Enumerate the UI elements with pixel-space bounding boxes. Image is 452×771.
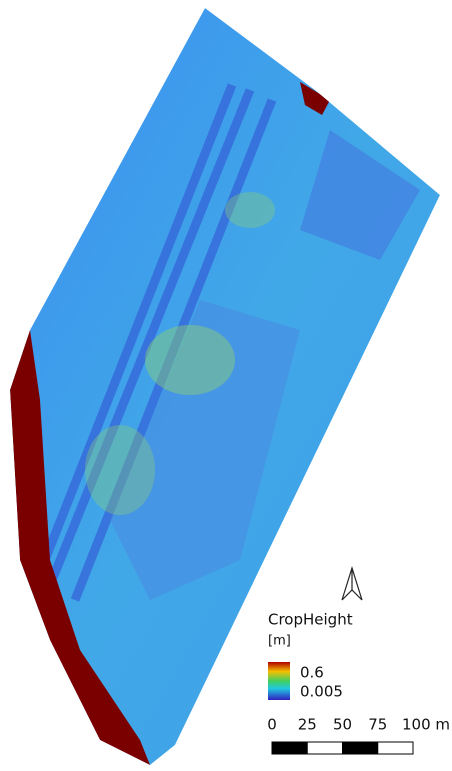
scale-label: 0 bbox=[267, 716, 277, 734]
color-ramp bbox=[268, 662, 290, 700]
scale-label: 50 bbox=[333, 716, 352, 734]
scale-segment bbox=[342, 741, 379, 755]
scale-segment bbox=[377, 741, 414, 755]
scale-bar: 0 25 50 75 100 m bbox=[267, 716, 450, 755]
scale-segment bbox=[306, 741, 343, 755]
crop-height-raster bbox=[10, 8, 440, 765]
legend-unit: [m] bbox=[268, 634, 291, 649]
legend-max: 0.6 bbox=[300, 664, 324, 682]
legend-min: 0.005 bbox=[300, 683, 343, 701]
north-arrow bbox=[341, 565, 363, 601]
scale-label: 75 bbox=[368, 716, 387, 734]
scale-label: 25 bbox=[298, 716, 317, 734]
scale-segment bbox=[271, 741, 308, 755]
scale-label: 100 m bbox=[402, 716, 450, 734]
legend-title: CropHeight bbox=[268, 611, 353, 629]
